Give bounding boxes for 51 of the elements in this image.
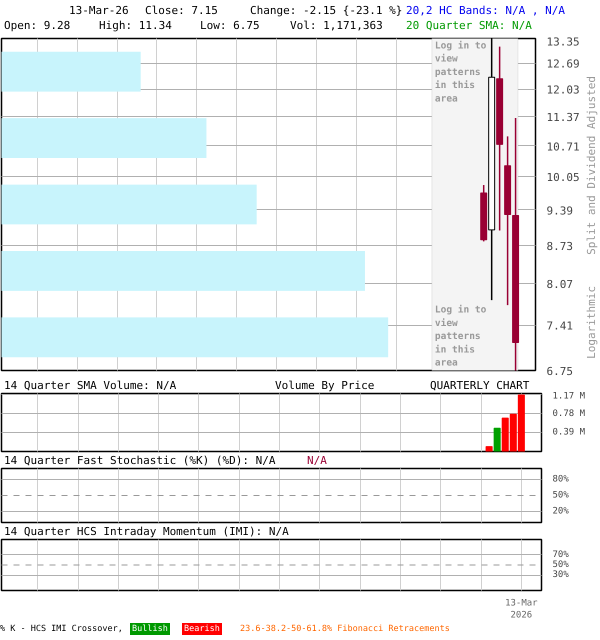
text: Close: 7.15: [145, 3, 218, 19]
text: Change: -2.15 {-23.1 %}: [250, 3, 402, 19]
y-tick-label: 20%: [552, 506, 570, 517]
text: 20 Quarter SMA: N/A: [406, 18, 532, 34]
y-tick-label: 6.75: [546, 365, 573, 378]
y-tick-label: 30%: [552, 570, 570, 580]
annotation: Log in to view patterns in this area: [434, 40, 487, 104]
bar: [486, 446, 493, 452]
text: High: 11.34: [99, 18, 172, 34]
text: Bullish: [130, 623, 170, 636]
chart-title: 14 Quarter SMA Volume: N/A: [4, 378, 176, 394]
y-tick-label: 10.05: [546, 171, 580, 184]
bar: [2, 317, 388, 358]
y-tick-label: 11.37: [546, 111, 580, 124]
text: 13-Mar-26: [69, 3, 129, 19]
chart-title: 14 Quarter Fast Stochastic (%K) (%D): N/A: [4, 453, 276, 469]
y-axis-title: Split and Dividend Adjusted: [584, 76, 599, 255]
y-tick-label: 8.07: [546, 278, 573, 292]
y-tick-label: 12.03: [546, 84, 580, 97]
y-tick-label: 80%: [552, 474, 570, 484]
y-tick-label: 7.41: [546, 320, 573, 333]
annotation: Log in to view patterns in this area: [434, 304, 487, 368]
text: Vol: 1,171,363: [290, 18, 383, 34]
text: Volume By Price: [275, 378, 374, 394]
x-tick-label: 13-Mar 2026: [505, 598, 538, 620]
y-tick-label: 70%: [552, 550, 570, 560]
y-tick-label: 10.71: [546, 140, 580, 154]
bar: [2, 184, 257, 224]
text: Low: 6.75: [200, 18, 260, 34]
text: Logarithmic: [584, 286, 599, 359]
text: 20,2 HC Bands: N/A , N/A: [406, 3, 565, 19]
y-tick-label: 50%: [552, 560, 570, 570]
y-tick-label: 13.35: [546, 36, 580, 48]
y-tick-label: 9.39: [546, 204, 573, 218]
text: Open: 9.28: [4, 18, 70, 34]
bar: [2, 52, 141, 92]
bar: [2, 118, 206, 158]
chart-title: 14 Quarter HCS Intraday Momentum (IMI): N/A: [4, 524, 289, 540]
text: QUARTERLY CHART: [430, 378, 530, 394]
y-tick-label: 12.69: [546, 58, 580, 71]
text: 23.6-38.2-50-61.8% Fibonacci Retracements: [240, 623, 450, 636]
y-tick-label: 0.39 M: [552, 428, 586, 438]
bar: [494, 428, 501, 452]
text: N/A: [307, 453, 327, 469]
y-tick-label: 0.78 M: [552, 408, 586, 419]
y-tick-label: 8.73: [546, 240, 573, 253]
text: % K - HCS IMI Crossover,: [0, 623, 123, 636]
y-tick-label: 1.17 M: [552, 392, 586, 402]
text: Bearish: [182, 623, 222, 636]
y-tick-label: 50%: [552, 490, 570, 500]
bar: [2, 250, 365, 291]
